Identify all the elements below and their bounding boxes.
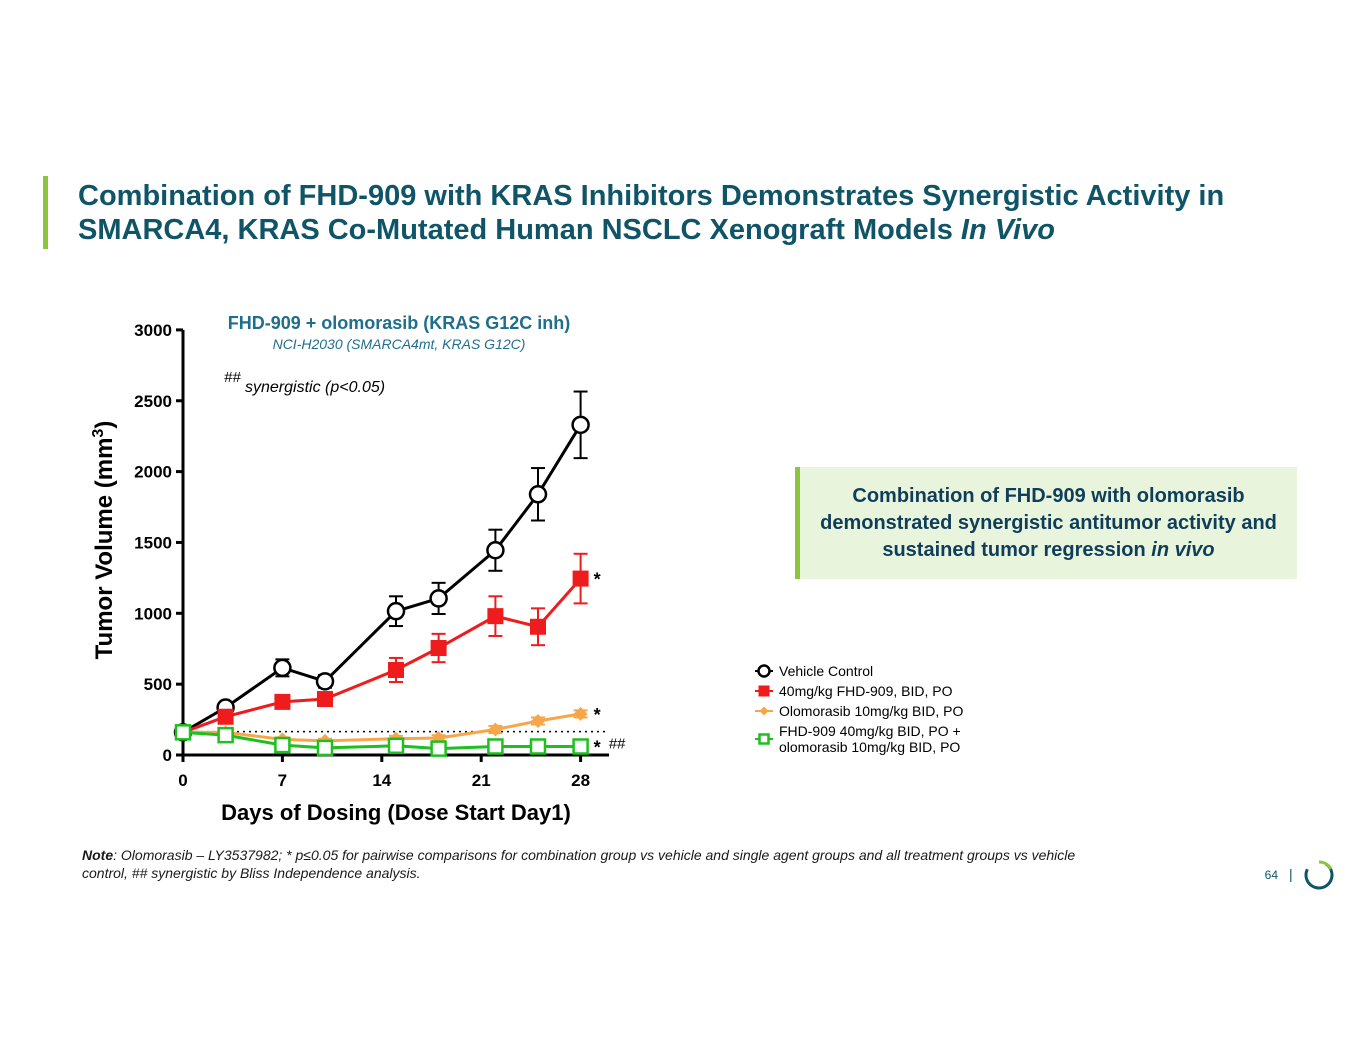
data-point [486,540,505,560]
data-point [487,608,504,625]
series-line [182,577,582,734]
x-tick-label: 21 [472,771,491,790]
callout-box: Combination of FHD-909 with olomorasib d… [795,467,1297,579]
y-tick-label: 2000 [134,463,172,482]
company-logo-icon [1304,860,1334,890]
data-point [388,661,404,678]
callout-italic: in vivo [1151,538,1215,561]
y-tick-label: 3000 [134,321,172,340]
data-point [174,724,192,741]
legend-marker [758,685,770,697]
data-point [217,708,234,725]
x-tick-label: 7 [278,771,287,790]
data-point [531,713,545,728]
data-point [571,415,590,435]
slide-title: Combination of FHD-909 with KRAS Inhibit… [78,179,1348,247]
significance-marker: * [594,705,601,725]
legend-marker [759,706,769,716]
data-point [572,570,589,587]
data-point [274,693,291,710]
data-point [315,672,335,691]
title-line-1: Combination of FHD-909 with KRAS Inhibit… [78,180,1225,212]
x-tick-label: 28 [571,771,590,790]
data-point [528,485,548,504]
title-italic: In Vivo [960,214,1055,246]
data-point [430,740,447,757]
y-axis-title: Tumor Volume (mm3) [90,421,118,660]
data-point [572,738,589,755]
chart-title: FHD-909 + olomorasib (KRAS G12C inh) [228,313,571,333]
legend-marker [758,733,770,745]
data-point [487,738,504,755]
chart-subtitle: NCI-H2030 (SMARCA4mt, KRAS G12C) [273,336,526,352]
data-point [274,736,291,754]
y-tick-label: 1500 [134,533,172,552]
note-text: : Olomorasib – LY3537982; * p≤0.05 for p… [82,847,1076,881]
callout-main: Combination of FHD-909 with olomorasib d… [820,484,1277,561]
legend-label: FHD-909 40mg/kg BID, PO + [779,723,961,739]
legend-label: Olomorasib 10mg/kg BID, PO [779,703,964,719]
data-point [430,640,447,657]
series-line [182,424,582,734]
annotation-text: synergistic (p<0.05) [245,379,385,396]
data-point [488,722,503,737]
legend-label: 40mg/kg FHD-909, BID, PO [779,683,953,699]
significance-marker: * [594,570,601,590]
data-point [429,589,448,608]
data-point [530,618,546,635]
x-tick-label: 0 [178,771,187,790]
data-point [316,739,334,757]
y-tick-label: 1000 [134,604,172,623]
data-point [217,726,234,744]
note-label: Note [82,847,114,863]
x-tick-label: 14 [372,771,391,790]
page-separator: | [1289,866,1293,882]
legend-marker [757,664,771,678]
data-point [273,658,292,678]
data-point [387,737,405,755]
title-line-2: SMARCA4, KRAS Co-Mutated Human NSCLC Xen… [78,214,961,246]
legend-label: olomorasib 10mg/kg BID, PO [779,739,960,755]
y-tick-label: 2500 [134,392,172,411]
y-tick-label: 500 [144,675,172,694]
significance-marker: * [594,737,601,757]
legend-label: Vehicle Control [779,663,873,679]
y-tick-label: 0 [163,746,172,765]
data-point [573,706,588,721]
data-point [529,738,547,755]
data-point [317,691,333,708]
footnote: Note: Olomorasib – LY3537982; * p≤0.05 f… [82,846,1122,882]
callout-text: Combination of FHD-909 with olomorasib d… [808,483,1289,564]
synergy-marker: ## [609,735,626,752]
title-accent-bar [43,176,48,249]
page-number: 64 [1264,868,1278,882]
x-axis-title: Days of Dosing (Dose Start Day1) [221,800,571,825]
data-point [386,601,406,621]
annotation-prefix: ## [224,369,241,386]
